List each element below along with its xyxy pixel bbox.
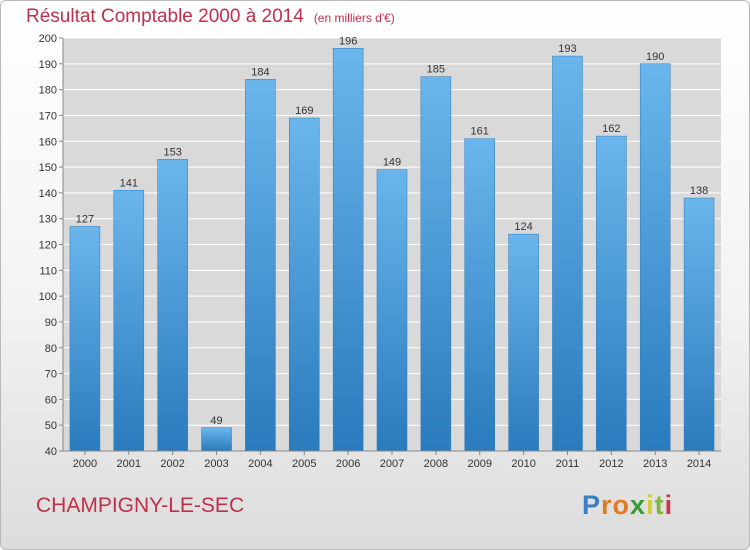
value-label: 185 <box>427 64 445 76</box>
value-label: 190 <box>646 51 664 63</box>
commune-name: CHAMPIGNY-LE-SEC <box>36 494 245 517</box>
bar-2004 <box>245 79 276 452</box>
y-tick-label: 40 <box>45 446 57 458</box>
value-label: 141 <box>120 177 138 189</box>
y-tick-label: 150 <box>39 162 57 174</box>
y-tick-label: 180 <box>39 85 57 97</box>
y-tick-label: 70 <box>45 369 57 381</box>
bar-2000 <box>69 226 101 452</box>
proxiti-logo: Proxiti <box>582 490 673 521</box>
y-tick-label: 130 <box>39 214 57 226</box>
logo-letter: P <box>582 490 602 520</box>
bar-2009 <box>464 138 495 452</box>
value-label: 153 <box>163 146 181 158</box>
value-label: 193 <box>558 43 576 55</box>
y-tick-label: 140 <box>39 188 57 200</box>
x-tick-label: 2008 <box>424 458 448 470</box>
x-tick-label: 2003 <box>204 458 228 470</box>
y-tick-label: 170 <box>39 110 57 122</box>
logo-letter: x <box>630 490 647 520</box>
value-label: 124 <box>514 221 532 233</box>
chart-title: Résultat Comptable 2000 à 2014 (en millie… <box>26 6 395 28</box>
x-tick-label: 2013 <box>643 458 667 470</box>
value-label: 127 <box>76 213 94 225</box>
x-tick-label: 2010 <box>511 458 535 470</box>
y-tick-label: 50 <box>45 420 57 432</box>
x-tick-label: 2006 <box>336 458 360 470</box>
logo-letter: o <box>612 490 631 520</box>
bar-2010 <box>508 233 539 452</box>
bar-2008 <box>420 76 452 452</box>
bar-2005 <box>289 117 320 452</box>
x-tick-label: 2014 <box>687 458 711 470</box>
x-tick-label: 2000 <box>73 458 97 470</box>
logo-letter: t <box>654 490 665 520</box>
bar-2012 <box>596 135 627 452</box>
x-tick-label: 2002 <box>160 458 184 470</box>
value-labels: 127 141 153 49 184 169 196 149 185 161 124 193 162 19… <box>76 35 708 426</box>
bar-2002 <box>157 159 188 452</box>
y-tick-label: 200 <box>39 33 57 45</box>
y-tick-label: 110 <box>39 265 57 277</box>
x-tick-label: 2004 <box>248 458 272 470</box>
value-label: 49 <box>210 415 222 427</box>
bar-2001 <box>113 190 145 452</box>
x-axis: 2000 2001 2002 2003 2004 2005 2006 2007 2008 2009… <box>63 450 721 470</box>
x-tick-label: 2007 <box>380 458 404 470</box>
x-tick-label: 2009 <box>467 458 491 470</box>
value-label: 161 <box>471 126 489 138</box>
logo-letter: i <box>646 490 655 520</box>
logo-letter: i <box>664 490 674 520</box>
x-tick-label: 2001 <box>117 458 141 470</box>
x-tick-label: 2012 <box>599 458 623 470</box>
x-tick-label: 2011 <box>556 458 580 470</box>
bar-2007 <box>376 169 408 452</box>
x-tick-label: 2005 <box>292 458 316 470</box>
value-label: 169 <box>295 105 313 117</box>
y-tick-label: 80 <box>45 343 57 355</box>
bar-2003 <box>201 427 232 452</box>
value-label: 162 <box>602 123 620 135</box>
bar-2014 <box>683 197 715 452</box>
bar-2006 <box>332 48 364 452</box>
y-tick-label: 160 <box>39 136 57 148</box>
value-label: 138 <box>690 185 708 197</box>
y-tick-label: 190 <box>39 59 57 71</box>
logo-letter: r <box>601 490 613 520</box>
bar-2011 <box>552 55 583 452</box>
y-axis: 40 50 60 70 80 90 100 110 120 130 140 150 160 170 180 1… <box>39 33 64 458</box>
y-tick-label: 60 <box>45 394 57 406</box>
y-tick-label: 100 <box>39 291 57 303</box>
y-tick-label: 120 <box>39 240 57 252</box>
value-label: 149 <box>383 157 401 169</box>
title-main: Résultat Comptable 2000 à 2014 <box>26 6 304 27</box>
y-tick-label: 90 <box>45 317 57 329</box>
bars <box>69 48 715 452</box>
value-label: 184 <box>251 66 269 78</box>
bar-2013 <box>639 63 671 452</box>
value-label: 196 <box>339 35 357 47</box>
title-unit: (en milliers d'€) <box>313 11 395 25</box>
